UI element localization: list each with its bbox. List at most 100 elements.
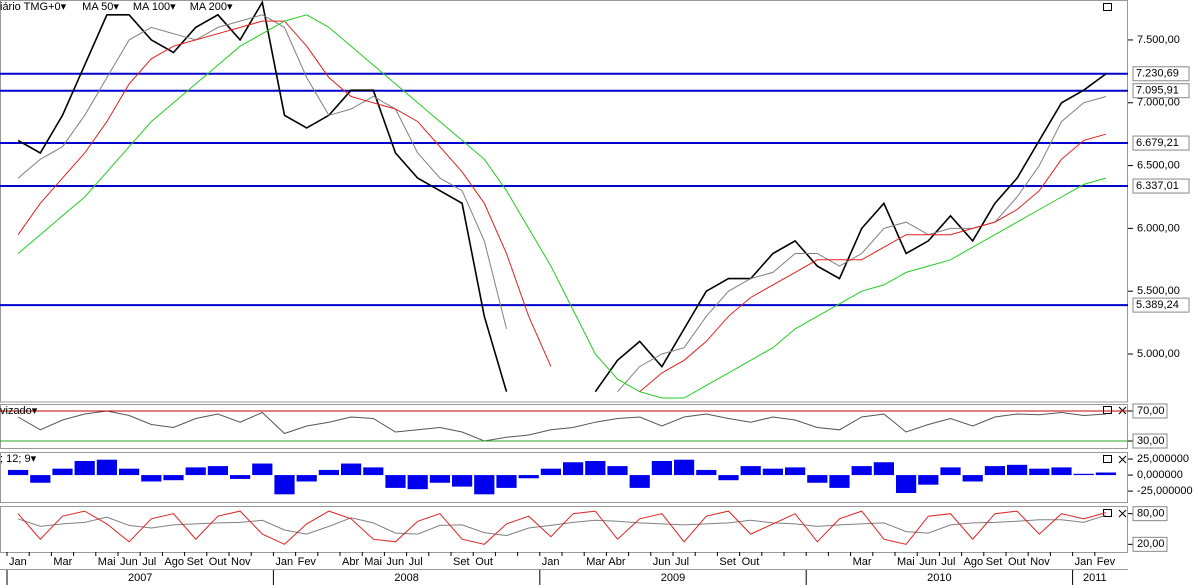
- year-label: 2010: [927, 572, 951, 584]
- x-tick-label: Jan: [1075, 556, 1093, 568]
- legend-entry: MA 50▾: [82, 1, 119, 13]
- bar: [762, 468, 783, 476]
- legend-entry: MA 200▾: [190, 1, 233, 13]
- bar: [252, 463, 273, 476]
- series-line: [17, 14, 1107, 399]
- panel-frames: [0, 0, 1128, 570]
- y-tick-label: 70,00: [1137, 405, 1165, 417]
- x-tick-label: Set: [719, 556, 736, 568]
- bar: [585, 460, 606, 476]
- level-label-box: [1132, 135, 1190, 151]
- year-label: 2011: [1083, 572, 1107, 584]
- bar: [74, 460, 95, 476]
- level-label: 7.230,69: [1136, 68, 1179, 80]
- bar: [1007, 464, 1028, 476]
- bar: [1073, 473, 1094, 476]
- y-tick-label: 6.000,00: [1137, 222, 1180, 234]
- bar: [30, 475, 51, 483]
- stoch-frame: [0, 506, 1128, 553]
- level-label-box: [1132, 66, 1190, 82]
- x-tick-label: Jun: [120, 556, 138, 568]
- x-tick-label: Set: [986, 556, 1003, 568]
- x-tick-label: Out: [742, 556, 760, 568]
- bar: [318, 469, 339, 476]
- bar: [363, 467, 384, 476]
- maximize-icon[interactable]: [1103, 455, 1112, 463]
- x-tick-label: Out: [209, 556, 227, 568]
- level-label: 6.337,01: [1136, 180, 1179, 192]
- x-tick-label: Abr: [608, 556, 625, 568]
- series-line: [17, 514, 1107, 537]
- x-tick-label: Nov: [1030, 556, 1050, 568]
- series-line: [17, 410, 1106, 442]
- x-tick-label: Mar: [586, 556, 605, 568]
- x-tick-label: Set: [187, 556, 204, 568]
- panel: [17, 510, 1107, 545]
- panel: [0, 0, 1128, 399]
- bar: [607, 466, 628, 476]
- x-tick-label: Set: [453, 556, 470, 568]
- bar: [563, 462, 584, 476]
- x-tick-label: Mai: [364, 556, 382, 568]
- level-label-box: [1132, 83, 1190, 99]
- bar: [1051, 467, 1072, 476]
- bar: [518, 475, 539, 479]
- panel: [8, 459, 1116, 495]
- bar: [341, 463, 362, 476]
- level-label: 7.095,91: [1136, 85, 1179, 97]
- bar: [940, 467, 961, 476]
- bar: [496, 475, 517, 488]
- bar: [8, 469, 29, 476]
- level-label-box: [1132, 297, 1190, 313]
- bar: [696, 469, 717, 476]
- bar: [141, 475, 162, 482]
- panel-title: vizado▾: [0, 405, 38, 417]
- bar: [1029, 468, 1050, 476]
- panel-title: ; 12; 9▾: [0, 453, 37, 465]
- bar: [829, 475, 850, 488]
- y-tick-label: 7.000,00: [1137, 97, 1180, 109]
- x-tick-label: Jul: [675, 556, 689, 568]
- y-tick-label: 6.500,00: [1137, 159, 1180, 171]
- panel-title: iário TMG+0▾: [0, 1, 67, 13]
- bar: [96, 459, 117, 476]
- y-tick-label: 80,00: [1137, 508, 1165, 520]
- x-tick-label: Jul: [941, 556, 955, 568]
- bar: [52, 468, 73, 476]
- maximize-icon[interactable]: [1103, 3, 1112, 11]
- x-tick-label: Mai: [897, 556, 915, 568]
- bar: [718, 475, 739, 481]
- bar: [918, 475, 939, 485]
- bar: [740, 466, 761, 476]
- bar: [896, 475, 917, 494]
- y-tick-label: 7.500,00: [1137, 34, 1180, 46]
- bar: [629, 475, 650, 488]
- series-line: [17, 14, 1107, 393]
- bar: [785, 467, 806, 476]
- bar: [807, 475, 828, 483]
- x-tick-label: Jan: [9, 556, 27, 568]
- x-tick-label: Abr: [342, 556, 359, 568]
- tick-label-box: [1132, 403, 1168, 419]
- maximize-icon[interactable]: [1103, 406, 1112, 414]
- bar: [540, 468, 561, 476]
- x-tick-label: Nov: [231, 556, 251, 568]
- y-tick-label: 5.500,00: [1137, 285, 1180, 297]
- x-tick-label: Jun: [386, 556, 404, 568]
- bar: [452, 475, 473, 487]
- panel: [17, 410, 1106, 442]
- bar: [207, 466, 228, 476]
- x-tick-label: Jun: [653, 556, 671, 568]
- y-tick-label: 5.000,00: [1137, 348, 1180, 360]
- legend-entry: MA 100▾: [133, 1, 176, 13]
- x-tick-label: Jun: [919, 556, 937, 568]
- x-tick-label: Jul: [409, 556, 423, 568]
- x-tick-label: Fev: [1097, 556, 1116, 568]
- x-tick-label: Ago: [164, 556, 184, 568]
- bar: [296, 475, 317, 482]
- x-tick-label: Mai: [98, 556, 116, 568]
- rsi-frame: [0, 404, 1128, 449]
- x-tick-label: Jul: [142, 556, 156, 568]
- tick-label-box: [1132, 506, 1168, 522]
